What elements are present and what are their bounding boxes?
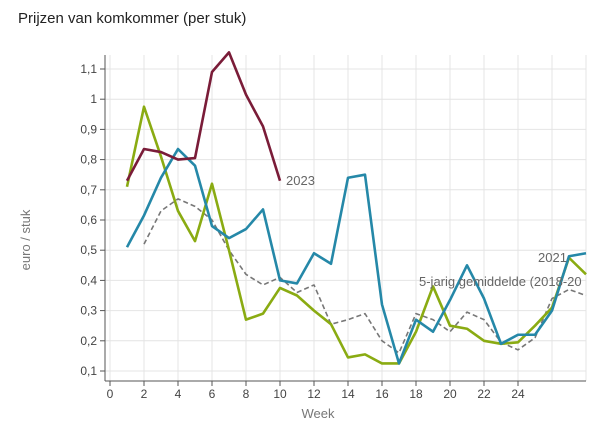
y-tick-label: 0,4 xyxy=(80,273,97,287)
y-tick-label: 1,1 xyxy=(80,62,97,76)
series-label: 5-jarig gemiddelde (2018-20 xyxy=(419,274,582,289)
x-tick-label: 24 xyxy=(511,387,525,401)
x-tick-label: 2 xyxy=(141,387,148,401)
x-tick-label: 10 xyxy=(273,387,287,401)
x-tick-label: 22 xyxy=(477,387,491,401)
y-tick-label: 0,8 xyxy=(80,153,97,167)
x-tick-label: 4 xyxy=(175,387,182,401)
x-tick-label: 6 xyxy=(209,387,216,401)
series-line-2022 xyxy=(125,105,587,365)
y-tick-label: 0,2 xyxy=(80,334,97,348)
x-tick-label: 8 xyxy=(243,387,250,401)
y-tick-label: 0,1 xyxy=(80,364,97,378)
x-axis-label: Week xyxy=(302,406,335,421)
y-tick-label: 0,7 xyxy=(80,183,97,197)
y-tick-label: 1 xyxy=(90,92,97,106)
series-line-5-jarig-gemiddelde-2018-2022- xyxy=(143,198,587,354)
x-tick-label: 18 xyxy=(409,387,423,401)
series-line-2021 xyxy=(125,147,587,365)
x-tick-label: 16 xyxy=(375,387,389,401)
x-tick-label: 14 xyxy=(341,387,355,401)
y-tick-label: 0,6 xyxy=(80,213,97,227)
x-tick-label: 0 xyxy=(107,387,114,401)
y-tick-label: 0,3 xyxy=(80,304,97,318)
y-axis-label: euro / stuk xyxy=(18,209,33,270)
y-tick-label: 0,5 xyxy=(80,243,97,257)
chart-title: Prijzen van komkommer (per stuk) xyxy=(18,10,247,27)
series-label: 2021 xyxy=(538,250,567,265)
y-tick-label: 0,9 xyxy=(80,122,97,136)
x-tick-label: 20 xyxy=(443,387,457,401)
series-line-2023 xyxy=(125,51,282,182)
series-label: 2023 xyxy=(286,173,315,188)
x-tick-label: 12 xyxy=(307,387,321,401)
